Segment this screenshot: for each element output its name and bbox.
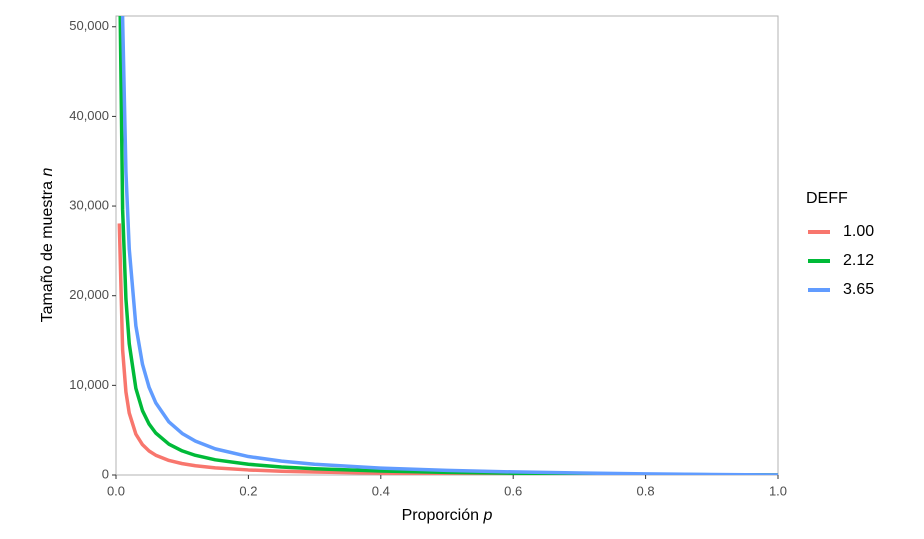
x-tick-label: 0.2 [239, 483, 257, 498]
y-axis-label: Tamaño de muestra n [39, 168, 56, 323]
y-tick-label: 10,000 [69, 377, 109, 392]
y-axis-label-symbol: n [39, 168, 56, 177]
x-axis-label-text: Proporción [402, 507, 479, 524]
series-line [120, 16, 778, 475]
y-tick-label: 40,000 [69, 108, 109, 123]
x-tick-label: 0.6 [504, 483, 522, 498]
y-tick-label: 30,000 [69, 197, 109, 212]
legend-label: 2.12 [843, 252, 874, 269]
plot-panel [115, 15, 779, 476]
y-tick-label: 20,000 [69, 287, 109, 302]
x-tick-label: 0.0 [107, 483, 125, 498]
legend-label: 3.65 [843, 281, 874, 298]
legend-label: 1.00 [843, 223, 874, 240]
y-tick-label: 0 [102, 466, 109, 481]
x-axis-label-symbol: p [482, 507, 492, 524]
x-axis-label: Proporción p [402, 507, 493, 524]
legend-title: DEFF [806, 190, 848, 207]
x-tick-label: 0.8 [637, 483, 655, 498]
y-tick-label: 50,000 [69, 18, 109, 33]
x-tick-label: 0.4 [372, 483, 390, 498]
plot-area [117, 16, 778, 475]
x-tick-label: 1.0 [769, 483, 787, 498]
y-axis-label-text: Tamaño de muestra [39, 181, 56, 323]
